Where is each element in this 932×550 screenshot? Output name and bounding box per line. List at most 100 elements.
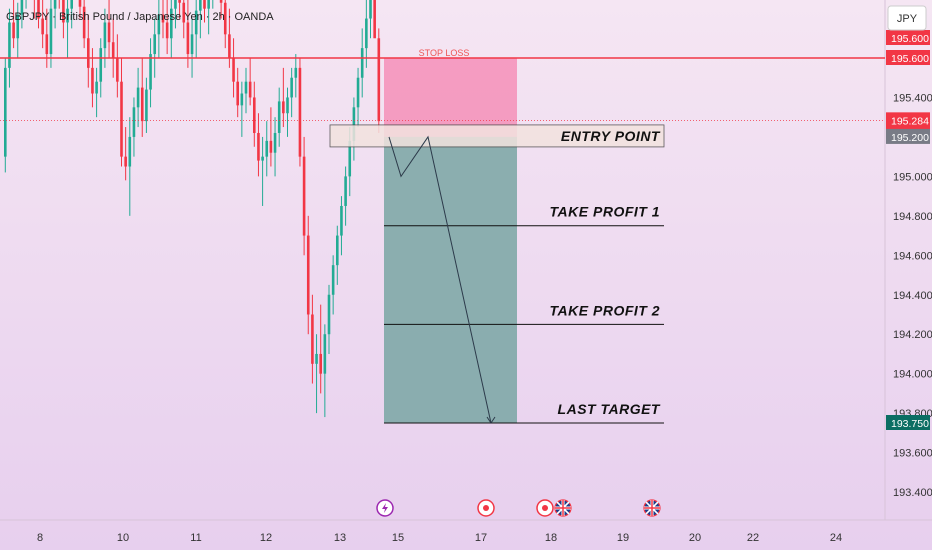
level-annotations: STOP LOSS ENTRY POINT TAKE PROFIT 1 TAKE PR…: [419, 48, 661, 417]
candle-body: [298, 67, 302, 157]
svg-text:JPY: JPY: [897, 13, 918, 25]
candle: [207, 0, 210, 35]
candle: [219, 0, 223, 19]
price-tag-bg: [886, 415, 930, 430]
candle-body: [344, 176, 347, 206]
candle-body: [99, 48, 103, 82]
candle-body: [157, 14, 161, 35]
candle: [240, 81, 244, 137]
x-tick-label: 11: [190, 532, 201, 544]
price-tag-label: 195.200: [891, 132, 929, 144]
x-tick-label: 24: [830, 532, 842, 544]
candle-body: [194, 10, 198, 35]
candle: [49, 0, 53, 68]
candle: [273, 117, 277, 177]
candle-body: [20, 0, 24, 15]
y-tick-label: 195.400: [893, 92, 932, 104]
candle: [261, 136, 264, 206]
candle-body: [12, 22, 15, 39]
candle-body: [49, 8, 53, 55]
y-tick-label: 194.400: [893, 290, 932, 302]
entry-box: [329, 124, 665, 148]
uk-flag-icon[interactable]: [643, 499, 661, 517]
candle: [53, 0, 57, 29]
candle-body: [170, 8, 173, 39]
candle-body: [352, 107, 356, 141]
candle-body: [331, 265, 335, 295]
candle-body: [95, 81, 98, 94]
candle: [157, 0, 161, 58]
candle-body: [190, 34, 194, 55]
candle: [336, 225, 339, 285]
candle: [236, 67, 239, 118]
candle: [190, 18, 194, 78]
price-axis[interactable]: 195.400 195.000 194.800 194.600 194.400 194.2…: [886, 30, 932, 499]
x-tick-label: 12: [260, 532, 272, 544]
candle: [107, 0, 111, 58]
candle: [344, 166, 347, 226]
candle-body: [66, 8, 69, 23]
event-dot-icon[interactable]: [536, 499, 554, 517]
candle-body: [265, 140, 269, 157]
candle-body: [186, 22, 190, 55]
candle: [327, 284, 331, 354]
candle: [153, 18, 156, 78]
price-tag-label: 195.284: [891, 115, 929, 127]
candle: [373, 0, 376, 39]
projected-path[interactable]: [388, 135, 496, 424]
price-tag-bg: [886, 30, 930, 45]
candle: [111, 18, 115, 78]
candle: [170, 0, 173, 58]
candle: [62, 0, 65, 39]
candle-body: [140, 87, 144, 122]
candle-body: [282, 101, 285, 114]
candle: [149, 38, 152, 108]
price-tag-bg: [886, 112, 930, 128]
candle: [298, 58, 302, 167]
candle: [8, 8, 11, 88]
time-axis[interactable]: 8 10 11 12 13 15 17 18 19 20 22 24: [37, 532, 842, 544]
price-tag[interactable]: 195.284: [886, 112, 930, 128]
x-tick-label: 17: [475, 532, 487, 544]
price-tag[interactable]: 195.600: [886, 50, 930, 65]
lightning-event-icon[interactable]: [376, 499, 394, 517]
candle: [248, 58, 252, 106]
candle-body: [107, 22, 111, 43]
candle-body: [286, 97, 289, 114]
candle: [232, 38, 235, 98]
level-lines: [0, 57, 885, 424]
candle-body: [82, 6, 86, 39]
x-tick-label: 19: [617, 532, 629, 544]
candle-body: [273, 132, 277, 153]
candle: [294, 54, 298, 98]
price-tag[interactable]: 195.600: [886, 30, 930, 45]
event-dot-icon[interactable]: [477, 499, 495, 517]
candle-body: [219, 0, 223, 3]
y-tick-label: 194.600: [893, 250, 932, 262]
y-tick-label: 193.400: [893, 487, 932, 499]
candle: [203, 0, 206, 23]
candle-body: [269, 140, 273, 153]
candle: [257, 113, 260, 177]
candle: [132, 97, 136, 157]
uk-flag-icon[interactable]: [554, 499, 572, 517]
price-tag[interactable]: 193.750: [886, 415, 930, 430]
risk-reward-zones[interactable]: [384, 58, 517, 423]
currency-button[interactable]: JPY: [887, 5, 927, 31]
candle: [20, 0, 24, 29]
economic-events[interactable]: [376, 499, 661, 517]
candle-body: [369, 0, 372, 19]
price-tag[interactable]: 195.200: [886, 128, 930, 144]
candle-body: [319, 353, 322, 374]
candle: [66, 0, 69, 58]
y-tick-label: 195.000: [893, 171, 932, 183]
target-zone[interactable]: [384, 136, 517, 423]
projected-path-line[interactable]: [388, 135, 492, 424]
stop-loss-zone[interactable]: [384, 58, 517, 137]
candle-body: [128, 136, 132, 167]
candle-body: [323, 334, 327, 374]
candle: [99, 38, 103, 98]
candle: [286, 87, 289, 137]
candle: [87, 14, 90, 88]
